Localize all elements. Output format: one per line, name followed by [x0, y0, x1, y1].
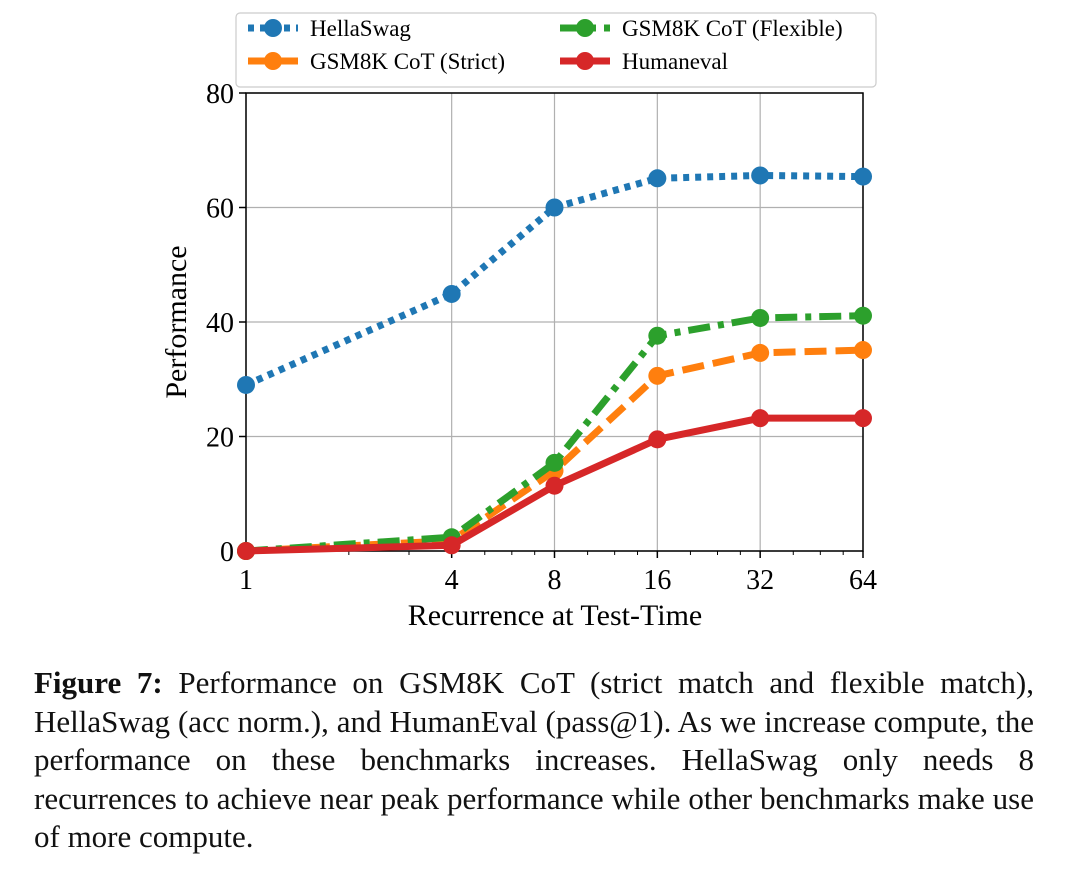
y-axis-label: Performance — [160, 245, 193, 398]
data-point — [237, 542, 255, 560]
series-line-gsm8k-cot-flexible- — [245, 312, 864, 555]
y-tick-label: 40 — [206, 308, 234, 339]
data-point — [751, 409, 770, 428]
x-tick-label: 64 — [849, 565, 877, 596]
y-tick-label: 60 — [206, 194, 234, 225]
data-point — [751, 308, 770, 327]
legend-label: GSM8K CoT (Flexible) — [622, 16, 843, 41]
caption-label: Figure 7: — [34, 665, 163, 700]
x-tick-label: 8 — [548, 565, 562, 596]
data-point — [648, 366, 667, 385]
data-point — [442, 284, 461, 303]
caption-text: Performance on GSM8K CoT (strict match a… — [34, 665, 1034, 854]
data-point — [545, 476, 564, 495]
legend: HellaSwag GSM8K CoT (Strict) GSM8K CoT (Fl… — [235, 12, 877, 88]
data-point — [854, 409, 872, 428]
legend-label: HellaSwag — [310, 16, 411, 41]
legend-label: GSM8K CoT (Strict) — [310, 49, 505, 74]
data-point — [545, 198, 564, 217]
legend-marker — [576, 19, 594, 37]
data-point — [854, 167, 872, 186]
series-line-gsm8k-cot-strict- — [245, 346, 864, 555]
data-point — [237, 375, 255, 394]
y-tick-label: 20 — [206, 423, 234, 454]
data-point — [854, 306, 872, 325]
series-line-humaneval — [245, 414, 863, 555]
data-point — [751, 343, 770, 362]
data-point — [751, 166, 770, 185]
legend-marker — [576, 52, 594, 70]
y-tick-label: 0 — [220, 537, 234, 568]
line-chart: 1 4 8 16 32 64 0 20 40 60 80 Recurrence at Test-Ti… — [160, 12, 877, 632]
figure-caption: Figure 7: Performance on GSM8K CoT (stri… — [34, 664, 1034, 857]
legend-label: Humaneval — [622, 49, 728, 74]
data-point — [648, 430, 667, 449]
series-line-hellaswag — [244, 171, 864, 389]
data-point — [545, 453, 564, 472]
legend-marker — [264, 52, 282, 70]
legend-box — [235, 12, 877, 88]
y-tick-label: 80 — [206, 79, 234, 110]
data-point — [648, 169, 667, 188]
data-point — [648, 326, 667, 345]
x-tick-label: 32 — [746, 565, 774, 596]
x-axis-label: Recurrence at Test-Time — [408, 599, 702, 632]
x-tick-label: 1 — [239, 565, 253, 596]
data-point — [442, 536, 461, 555]
data-point — [854, 341, 872, 360]
x-tick-label: 4 — [445, 565, 459, 596]
legend-marker — [264, 19, 282, 37]
x-tick-label: 16 — [643, 565, 671, 596]
